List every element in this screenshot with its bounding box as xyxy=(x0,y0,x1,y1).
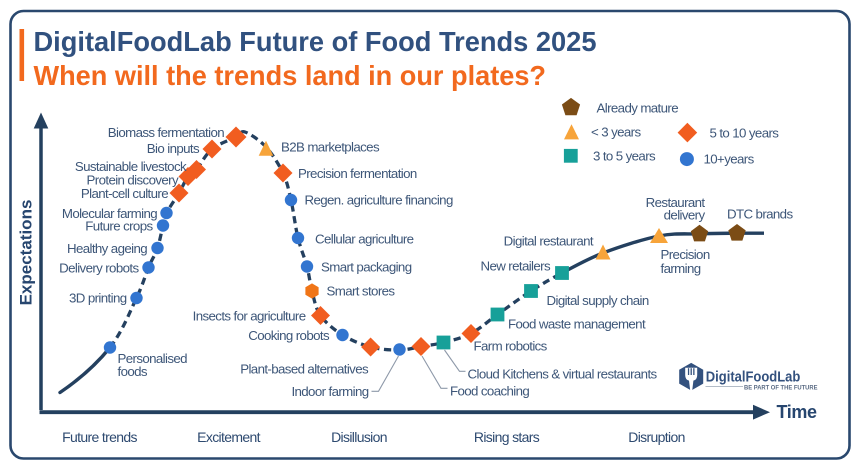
svg-text:delivery: delivery xyxy=(664,207,706,222)
svg-text:3D printing: 3D printing xyxy=(69,290,127,305)
svg-text:Insects for agriculture: Insects for agriculture xyxy=(193,308,306,323)
svg-text:Expectations: Expectations xyxy=(17,200,36,306)
svg-text:Digital supply chain: Digital supply chain xyxy=(547,293,649,308)
svg-text:Future crops: Future crops xyxy=(85,218,153,233)
svg-text:DigitalFoodLab Future of Food: DigitalFoodLab Future of Food Trends 202… xyxy=(34,25,597,57)
svg-text:Molecular farming: Molecular farming xyxy=(62,206,157,221)
svg-text:3 to 5 years: 3 to 5 years xyxy=(593,149,656,164)
svg-text:Digital restaurant: Digital restaurant xyxy=(504,233,594,248)
svg-text:Precision: Precision xyxy=(661,247,710,262)
svg-text:Personalised: Personalised xyxy=(118,351,188,366)
svg-text:Cooking robots: Cooking robots xyxy=(248,328,330,343)
svg-text:Delivery robots: Delivery robots xyxy=(59,260,139,275)
svg-text:Plant-based alternatives: Plant-based alternatives xyxy=(240,361,369,376)
svg-text:DTC brands: DTC brands xyxy=(727,206,793,221)
svg-text:Farm robotics: Farm robotics xyxy=(474,338,548,353)
svg-text:Cellular agriculture: Cellular agriculture xyxy=(315,231,414,246)
svg-text:5 to 10 years: 5 to 10 years xyxy=(710,125,780,140)
svg-text:Food waste management: Food waste management xyxy=(508,316,646,331)
svg-text:Future trends: Future trends xyxy=(62,429,137,445)
svg-text:Indoor farming: Indoor farming xyxy=(291,384,368,399)
svg-text:Biomass fermentation: Biomass fermentation xyxy=(108,125,224,140)
svg-text:Restaurant: Restaurant xyxy=(646,195,706,210)
svg-text:Disruption: Disruption xyxy=(628,429,684,445)
svg-text:Sustainable livestock: Sustainable livestock xyxy=(75,159,187,174)
svg-text:Healthy ageing: Healthy ageing xyxy=(67,241,147,256)
svg-text:Regen. agriculture financing: Regen. agriculture financing xyxy=(305,192,453,207)
svg-text:Smart packaging: Smart packaging xyxy=(321,259,412,274)
svg-text:B2B marketplaces: B2B marketplaces xyxy=(281,139,380,154)
svg-text:Cloud Kitchens & virtual resta: Cloud Kitchens & virtual restaurants xyxy=(468,366,658,381)
svg-text:When will the trends land in o: When will the trends land in our plates? xyxy=(34,59,547,91)
svg-text:Smart stores: Smart stores xyxy=(327,283,396,298)
svg-text:Time: Time xyxy=(777,402,817,422)
svg-text:New retailers: New retailers xyxy=(480,259,550,274)
svg-text:Food coaching: Food coaching xyxy=(450,383,529,398)
svg-text:farming: farming xyxy=(661,261,701,276)
svg-text:Plant-cell culture: Plant-cell culture xyxy=(81,186,168,201)
svg-text:DigitalFoodLab: DigitalFoodLab xyxy=(706,370,801,386)
svg-text:Bio inputs: Bio inputs xyxy=(147,141,200,156)
svg-text:foods: foods xyxy=(118,364,148,379)
svg-text:Excitement: Excitement xyxy=(197,429,260,445)
svg-text:Protein discovery: Protein discovery xyxy=(87,172,179,187)
svg-text:Precision fermentation: Precision fermentation xyxy=(298,166,417,181)
svg-text:10+years: 10+years xyxy=(704,151,755,166)
svg-text:Disillusion: Disillusion xyxy=(331,429,387,445)
svg-text:Already mature: Already mature xyxy=(597,100,679,115)
svg-text:Rising stars: Rising stars xyxy=(474,429,540,445)
svg-text:BE PART OF THE FUTURE: BE PART OF THE FUTURE xyxy=(744,384,818,391)
svg-text:< 3 years: < 3 years xyxy=(591,125,641,140)
